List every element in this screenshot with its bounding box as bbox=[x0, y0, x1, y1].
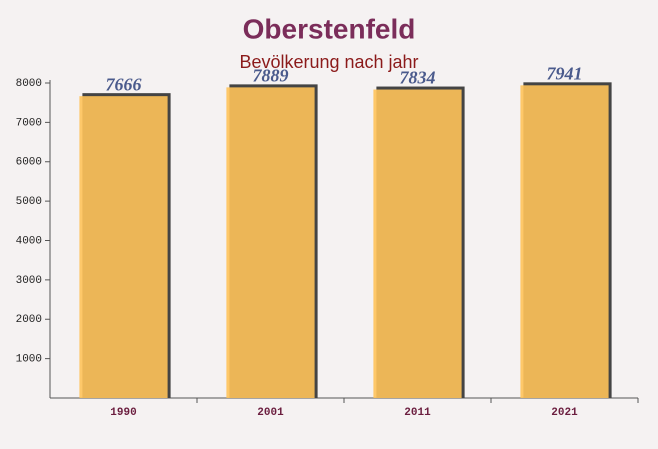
value-label: 7834 bbox=[400, 68, 436, 88]
value-label: 7666 bbox=[106, 74, 142, 94]
x-tick-label: 2021 bbox=[551, 407, 578, 419]
chart-title: Oberstenfeld bbox=[243, 13, 416, 44]
bar bbox=[520, 85, 609, 399]
y-tick-label: 3000 bbox=[16, 275, 42, 287]
x-tick-label: 2001 bbox=[257, 407, 284, 419]
y-tick-label: 4000 bbox=[16, 235, 42, 247]
x-tick-label: 2011 bbox=[404, 407, 431, 419]
y-tick-label: 2000 bbox=[16, 314, 42, 326]
x-tick-label: 1990 bbox=[110, 407, 136, 419]
value-label: 7889 bbox=[253, 65, 289, 85]
y-tick-label: 5000 bbox=[16, 196, 42, 208]
value-label: 7941 bbox=[547, 63, 583, 83]
y-tick-label: 6000 bbox=[16, 157, 42, 169]
y-tick-label: 8000 bbox=[16, 78, 42, 90]
bar bbox=[79, 96, 168, 399]
bar bbox=[226, 87, 315, 398]
y-tick-label: 1000 bbox=[16, 354, 42, 366]
bar bbox=[373, 89, 462, 398]
chart-subtitle: Bevölkerung nach jahr bbox=[239, 52, 418, 72]
y-tick-label: 7000 bbox=[16, 117, 42, 129]
